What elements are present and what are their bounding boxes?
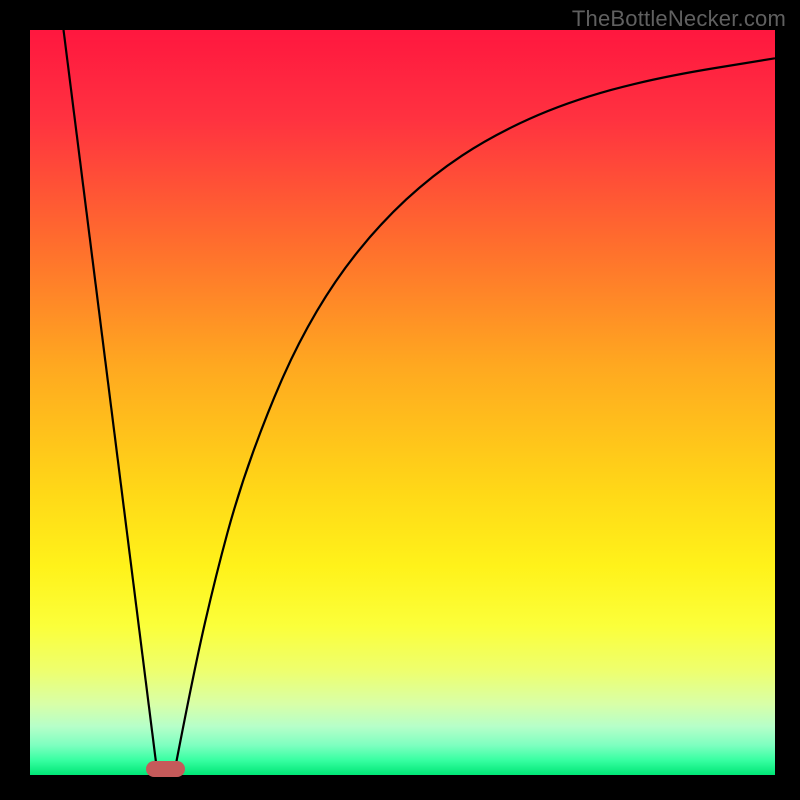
chart-svg <box>30 30 775 775</box>
gradient-background <box>30 30 775 775</box>
plot-area <box>30 30 775 775</box>
watermark-text: TheBottleNecker.com <box>572 6 786 32</box>
min-marker <box>146 761 185 777</box>
